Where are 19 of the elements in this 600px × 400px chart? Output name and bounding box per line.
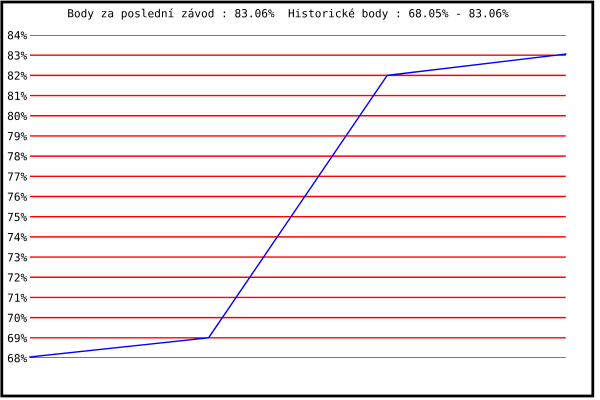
y-tick-label: 79% <box>8 132 28 140</box>
y-tick-label: 82% <box>8 71 28 80</box>
chart-title: Body za poslední závod : 83.06% Historické body : 68.05% - 83.06% <box>68 8 509 20</box>
y-tick-label: 70% <box>8 314 28 322</box>
y-tick-label: 76% <box>8 192 28 201</box>
y-tick-label: 71% <box>8 294 28 302</box>
y-tick-label: 83% <box>8 51 28 60</box>
y-tick-label: 68% <box>8 354 28 362</box>
y-tick-label: 69% <box>8 334 28 342</box>
y-tick-label: 75% <box>8 212 28 222</box>
y-tick-label: 74% <box>8 233 28 242</box>
y-tick-label: 72% <box>8 273 28 282</box>
y-tick-label: 80% <box>8 112 28 120</box>
y-tick-label: 81% <box>8 92 28 100</box>
y-tick-label: 78% <box>8 152 28 161</box>
y-tick-label: 84% <box>8 31 28 40</box>
line-series <box>29 53 566 358</box>
y-tick-label: 73% <box>8 253 28 262</box>
y-tick-label: 77% <box>8 172 28 181</box>
